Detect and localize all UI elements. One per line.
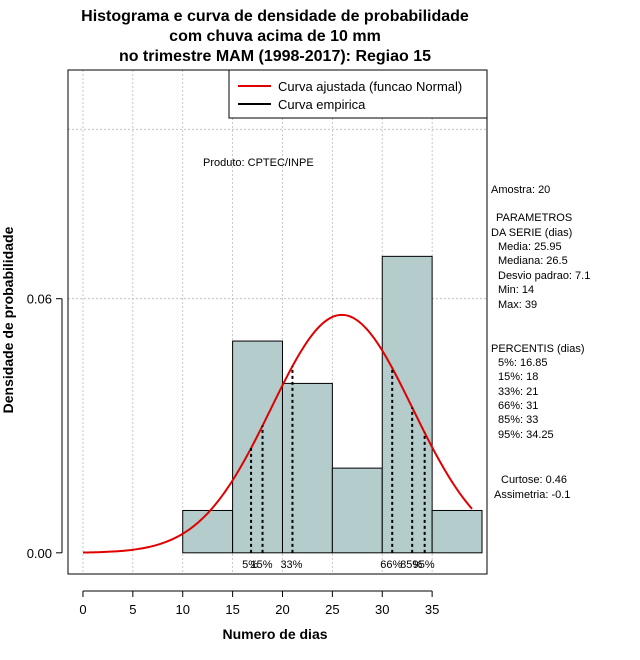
- x-tick-label-5: 25: [325, 602, 339, 617]
- percentil-5: 5%: 16.85: [498, 357, 548, 369]
- side-panel: Amostra: 20 PARAMETROS DA SERIE (dias) M…: [491, 184, 590, 501]
- x-tick-label-2: 10: [175, 602, 189, 617]
- x-tick-label-4: 20: [275, 602, 289, 617]
- histogram-bar-1: [232, 340, 283, 554]
- x-tick-label-6: 30: [375, 602, 389, 617]
- histogram-bar-2: [281, 382, 333, 554]
- axes: 0 5 10 15 20 25 30 35 0.00 0.06: [27, 292, 440, 617]
- grid-lines: [68, 70, 487, 574]
- percentile-lines: 5%15% 33% 66%85%95%: [242, 366, 435, 571]
- x-axis-label: Numero de dias: [222, 626, 327, 642]
- percentil-85: 85%: 33: [498, 414, 538, 426]
- legend: Curva ajustada (funcao Normal) Curva emp…: [228, 69, 488, 119]
- percentile-label-1: 15%: [251, 559, 273, 571]
- histogram-bar-5: [431, 509, 483, 554]
- chart-title-line-1: Histograma e curva de densidade de proba…: [81, 8, 469, 25]
- param-median: Mediana: 26.5: [498, 255, 568, 267]
- legend-label-empirical: Curva empirica: [278, 97, 366, 112]
- product-annotation: Produto: CPTEC/INPE: [203, 157, 314, 169]
- y-tick-label-1: 0.06: [27, 292, 52, 307]
- x-tick-label-1: 5: [129, 602, 136, 617]
- percentil-66: 66%: 31: [498, 400, 538, 412]
- chart-title-line-2: com chuva acima de 10 mm: [169, 28, 381, 45]
- params-title-2: DA SERIE (dias): [491, 227, 572, 239]
- histogram-bar-0: [182, 509, 234, 554]
- percentile-label-2: 33%: [280, 559, 302, 571]
- param-max: Max: 39: [498, 299, 537, 311]
- x-tick-label-0: 0: [79, 602, 86, 617]
- skewness: Assimetria: -0.1: [494, 489, 570, 501]
- percentile-label-3: 66%: [380, 559, 402, 571]
- param-mean: Media: 25.95: [498, 241, 562, 253]
- sample-size: Amostra: 20: [491, 184, 550, 196]
- histogram-bars: [182, 255, 483, 554]
- percentile-label-0: 5%: [242, 559, 258, 571]
- param-sd: Desvio padrao: 7.1: [498, 270, 590, 282]
- param-min: Min: 14: [498, 284, 534, 296]
- y-axis-label: Densidade de probabilidade: [0, 226, 16, 413]
- percentil-15: 15%: 18: [498, 371, 538, 383]
- percentile-label-5: 95%: [413, 559, 435, 571]
- percentil-33: 33%: 21: [498, 386, 538, 398]
- normal-fit-curve: [82, 313, 473, 554]
- params-title-1: PARAMETROS: [496, 212, 572, 224]
- x-tick-label-3: 15: [225, 602, 239, 617]
- chart-title-line-3: no trimestre MAM (1998-2017): Regiao 15: [119, 48, 431, 65]
- percentis-title: PERCENTIS (dias): [491, 343, 585, 355]
- normal-curve-group: [82, 313, 473, 554]
- histogram-bar-3: [331, 467, 383, 554]
- percentile-label-4: 85%: [400, 559, 422, 571]
- legend-box: [228, 69, 488, 119]
- y-tick-label-0: 0.00: [27, 546, 52, 561]
- x-tick-label-7: 35: [425, 602, 439, 617]
- kurtosis: Curtose: 0.46: [501, 474, 567, 486]
- legend-label-fit: Curva ajustada (funcao Normal): [278, 79, 462, 94]
- percentil-95: 95%: 34.25: [498, 429, 554, 441]
